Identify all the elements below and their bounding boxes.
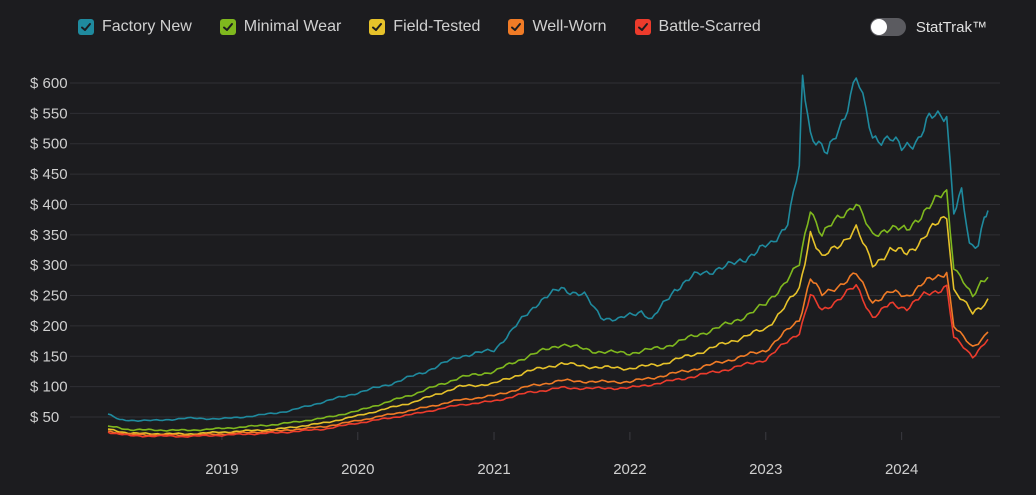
check-icon [634, 19, 651, 35]
x-tick-label: 2023 [749, 461, 782, 478]
check-icon [219, 19, 236, 35]
x-tick-label: 2019 [205, 461, 238, 478]
legend-item-battle-scarred[interactable]: Battle-Scarred [634, 18, 761, 36]
legend-label: Factory New [102, 18, 192, 35]
y-tick-label: $ 600 [30, 75, 68, 92]
legend: Factory New Minimal Wear Field-Tested Well-… [78, 18, 789, 36]
check-icon [369, 19, 386, 35]
legend-item-field-tested[interactable]: Field-Tested [369, 18, 480, 36]
check-icon [78, 19, 94, 35]
x-tick-label: 2022 [613, 461, 646, 478]
y-tick-label: $ 150 [30, 348, 68, 365]
toggle-knob [870, 19, 887, 35]
y-tick-label: $ 300 [30, 257, 68, 274]
legend-label: Well-Worn [532, 18, 607, 35]
y-tick-label: $ 350 [30, 227, 68, 244]
series-line-minimal-wear[interactable] [107, 189, 989, 432]
y-tick-label: $ 250 [30, 288, 68, 305]
legend-label: Field-Tested [393, 18, 481, 35]
series-line-battle-scarred[interactable] [107, 284, 989, 438]
y-tick-label: $ 450 [30, 166, 68, 183]
legend-item-well-worn[interactable]: Well-Worn [508, 18, 607, 36]
y-tick-label: $ 550 [30, 105, 68, 122]
x-tick-label: 2021 [477, 461, 510, 478]
series-line-factory-new[interactable] [107, 74, 989, 422]
check-icon [508, 19, 525, 35]
y-tick-label: $ 50 [30, 409, 59, 426]
x-tick-label: 2020 [341, 461, 374, 478]
stattrak-toggle-group: StatTrak™ [869, 18, 987, 36]
y-tick-label: $ 400 [30, 196, 68, 213]
y-tick-label: $ 200 [30, 318, 68, 335]
stattrak-toggle[interactable] [869, 18, 906, 36]
x-tick-label: 2024 [885, 461, 918, 478]
legend-item-minimal-wear[interactable]: Minimal Wear [219, 18, 342, 36]
y-tick-label: $ 100 [30, 379, 68, 396]
y-tick-label: $ 500 [30, 136, 68, 153]
series-line-field-tested[interactable] [107, 215, 989, 436]
legend-item-factory-new[interactable]: Factory New [78, 18, 192, 36]
legend-label: Battle-Scarred [658, 18, 761, 35]
stattrak-label: StatTrak™ [915, 18, 987, 36]
series-line-well-worn[interactable] [107, 271, 989, 437]
legend-label: Minimal Wear [243, 18, 342, 35]
